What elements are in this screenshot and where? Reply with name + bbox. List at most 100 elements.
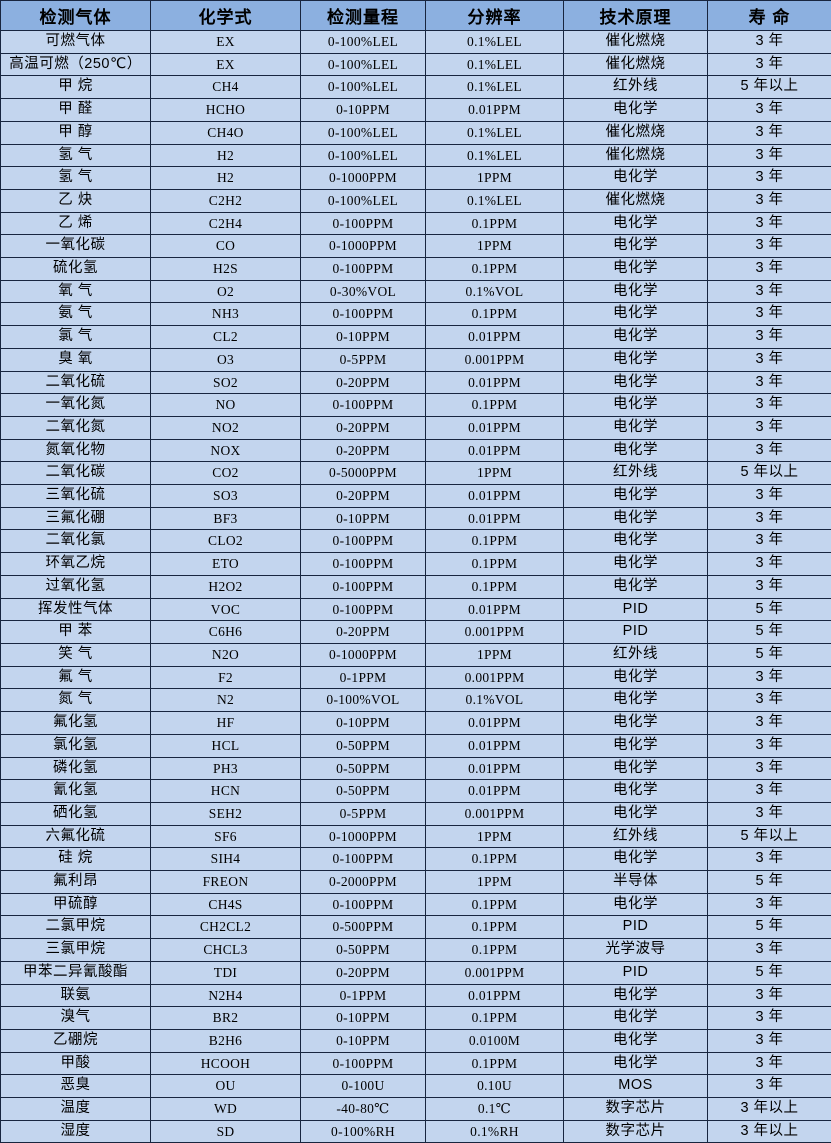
cell-life: 3 年 xyxy=(708,780,831,803)
cell-life: 3 年 xyxy=(708,235,831,258)
cell-range: 0-10PPM xyxy=(301,507,426,530)
cell-range: 0-100%LEL xyxy=(301,189,426,212)
cell-range: 0-10PPM xyxy=(301,99,426,122)
cell-life: 3 年 xyxy=(708,712,831,735)
cell-form: CLO2 xyxy=(151,530,301,553)
cell-tech: 电化学 xyxy=(564,258,708,281)
cell-life: 5 年 xyxy=(708,961,831,984)
cell-res: 0.1PPM xyxy=(426,939,564,962)
cell-range: 0-100PPM xyxy=(301,553,426,576)
cell-tech: 数字芯片 xyxy=(564,1098,708,1121)
cell-tech: 电化学 xyxy=(564,689,708,712)
cell-res: 0.01PPM xyxy=(426,780,564,803)
cell-life: 3 年 xyxy=(708,1052,831,1075)
cell-form: N2O xyxy=(151,643,301,666)
cell-res: 0.1%LEL xyxy=(426,31,564,54)
cell-res: 0.1PPM xyxy=(426,553,564,576)
cell-range: 0-1PPM xyxy=(301,984,426,1007)
cell-gas: 氟化氢 xyxy=(1,712,151,735)
cell-gas: 氰化氢 xyxy=(1,780,151,803)
table-header-row: 检测气体 化学式 检测量程 分辨率 技术原理 寿 命 xyxy=(1,1,831,31)
cell-form: CO2 xyxy=(151,462,301,485)
cell-range: 0-100%LEL xyxy=(301,121,426,144)
cell-range: 0-2000PPM xyxy=(301,871,426,894)
cell-res: 0.001PPM xyxy=(426,802,564,825)
cell-form: NH3 xyxy=(151,303,301,326)
cell-form: SIH4 xyxy=(151,848,301,871)
cell-life: 3 年 xyxy=(708,1007,831,1030)
cell-tech: 电化学 xyxy=(564,530,708,553)
cell-life: 3 年 xyxy=(708,485,831,508)
cell-form: O3 xyxy=(151,348,301,371)
cell-res: 0.01PPM xyxy=(426,99,564,122)
cell-range: 0-50PPM xyxy=(301,757,426,780)
cell-tech: 电化学 xyxy=(564,280,708,303)
cell-gas: 臭 氧 xyxy=(1,348,151,371)
cell-gas: 硅 烷 xyxy=(1,848,151,871)
cell-res: 0.1PPM xyxy=(426,893,564,916)
cell-form: FREON xyxy=(151,871,301,894)
cell-range: 0-100%VOL xyxy=(301,689,426,712)
cell-tech: 电化学 xyxy=(564,848,708,871)
cell-tech: 电化学 xyxy=(564,212,708,235)
cell-res: 0.01PPM xyxy=(426,598,564,621)
cell-form: F2 xyxy=(151,666,301,689)
cell-tech: 红外线 xyxy=(564,825,708,848)
cell-gas: 高温可燃（250℃） xyxy=(1,53,151,76)
cell-range: 0-100PPM xyxy=(301,303,426,326)
cell-life: 3 年 xyxy=(708,348,831,371)
cell-life: 3 年 xyxy=(708,553,831,576)
cell-form: C6H6 xyxy=(151,621,301,644)
cell-tech: 电化学 xyxy=(564,348,708,371)
cell-range: 0-10PPM xyxy=(301,1029,426,1052)
cell-res: 0.1PPM xyxy=(426,848,564,871)
cell-res: 0.01PPM xyxy=(426,326,564,349)
cell-life: 3 年 xyxy=(708,734,831,757)
cell-tech: 电化学 xyxy=(564,712,708,735)
cell-form: SO3 xyxy=(151,485,301,508)
cell-res: 0.1PPM xyxy=(426,258,564,281)
cell-form: CHCL3 xyxy=(151,939,301,962)
cell-res: 0.01PPM xyxy=(426,757,564,780)
cell-life: 3 年 xyxy=(708,757,831,780)
cell-res: 0.01PPM xyxy=(426,439,564,462)
cell-life: 3 年 xyxy=(708,530,831,553)
cell-res: 0.1PPM xyxy=(426,212,564,235)
cell-form: OU xyxy=(151,1075,301,1098)
cell-range: 0-100PPM xyxy=(301,258,426,281)
cell-res: 1PPM xyxy=(426,462,564,485)
cell-tech: 红外线 xyxy=(564,76,708,99)
cell-tech: 催化燃烧 xyxy=(564,53,708,76)
cell-res: 0.1%LEL xyxy=(426,121,564,144)
cell-gas: 磷化氢 xyxy=(1,757,151,780)
cell-gas: 六氟化硫 xyxy=(1,825,151,848)
cell-life: 3 年 xyxy=(708,121,831,144)
cell-range: 0-100%LEL xyxy=(301,144,426,167)
cell-life: 3 年 xyxy=(708,439,831,462)
cell-form: CH4S xyxy=(151,893,301,916)
cell-range: 0-100PPM xyxy=(301,212,426,235)
cell-res: 1PPM xyxy=(426,825,564,848)
cell-form: EX xyxy=(151,31,301,54)
cell-res: 0.01PPM xyxy=(426,712,564,735)
cell-res: 0.1%LEL xyxy=(426,76,564,99)
cell-form: WD xyxy=(151,1098,301,1121)
cell-res: 0.001PPM xyxy=(426,666,564,689)
cell-gas: 二氧化碳 xyxy=(1,462,151,485)
cell-range: 0-1000PPM xyxy=(301,643,426,666)
cell-range: 0-20PPM xyxy=(301,485,426,508)
cell-gas: 氮 气 xyxy=(1,689,151,712)
cell-res: 0.1PPM xyxy=(426,303,564,326)
cell-form: NO2 xyxy=(151,416,301,439)
